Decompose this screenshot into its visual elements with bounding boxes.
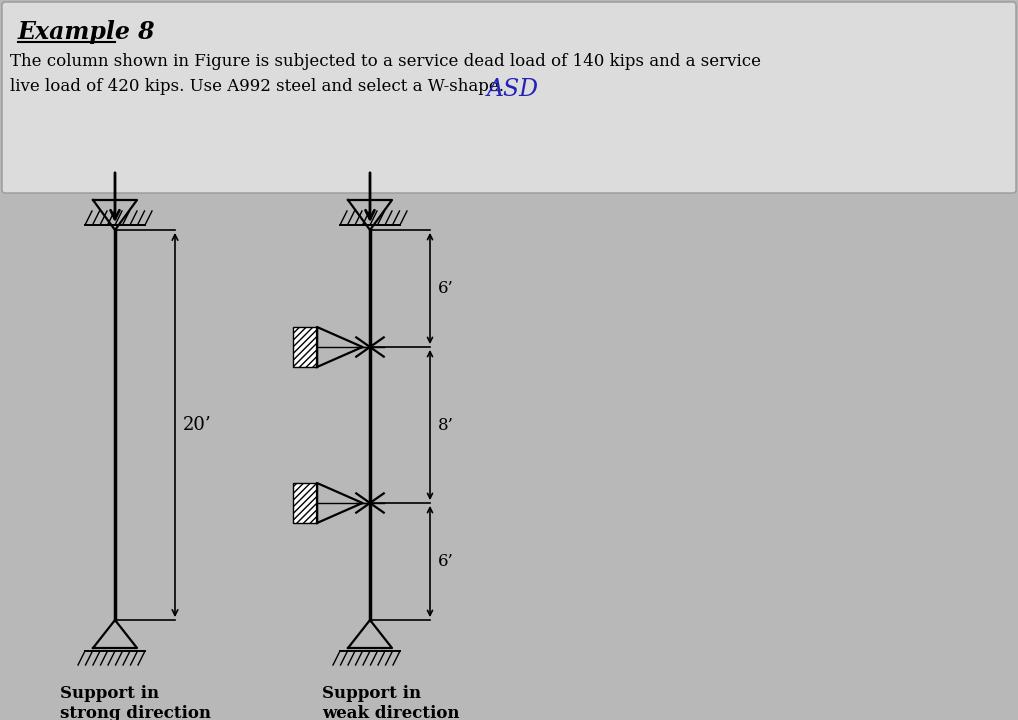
Bar — [293, 483, 317, 523]
FancyBboxPatch shape — [2, 2, 1016, 193]
Text: Support in
weak direction: Support in weak direction — [322, 685, 459, 720]
Text: ASD: ASD — [487, 78, 540, 101]
Text: live load of 420 kips. Use A992 steel and select a W-shape.: live load of 420 kips. Use A992 steel an… — [10, 78, 504, 95]
Text: 6’: 6’ — [438, 280, 454, 297]
Text: The column shown in Figure is subjected to a service dead load of 140 kips and a: The column shown in Figure is subjected … — [10, 53, 761, 70]
Bar — [293, 327, 317, 367]
Text: Support in
strong direction: Support in strong direction — [60, 685, 211, 720]
Text: 6’: 6’ — [438, 553, 454, 570]
Text: Example 8: Example 8 — [18, 20, 156, 44]
Text: 8’: 8’ — [438, 416, 454, 433]
Text: 20’: 20’ — [183, 416, 212, 434]
